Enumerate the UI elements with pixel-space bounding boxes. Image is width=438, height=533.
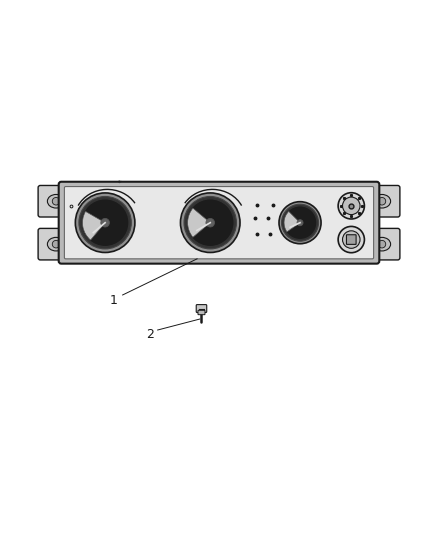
Circle shape — [343, 197, 360, 215]
Circle shape — [297, 220, 303, 226]
FancyBboxPatch shape — [38, 185, 74, 217]
Circle shape — [338, 193, 364, 219]
Ellipse shape — [47, 195, 65, 208]
FancyBboxPatch shape — [59, 182, 379, 264]
Text: *: * — [118, 180, 122, 185]
Circle shape — [52, 240, 60, 248]
Circle shape — [101, 219, 110, 227]
FancyBboxPatch shape — [364, 185, 400, 217]
Ellipse shape — [373, 195, 391, 208]
Wedge shape — [187, 208, 210, 237]
Text: 2: 2 — [146, 328, 154, 341]
Wedge shape — [82, 212, 105, 240]
Text: 1: 1 — [110, 294, 118, 306]
Ellipse shape — [47, 237, 65, 251]
FancyBboxPatch shape — [198, 310, 205, 314]
Circle shape — [279, 201, 321, 244]
Circle shape — [184, 197, 237, 249]
Circle shape — [283, 206, 317, 239]
Circle shape — [180, 193, 240, 253]
Circle shape — [81, 199, 129, 247]
Circle shape — [378, 197, 386, 205]
Circle shape — [52, 197, 60, 205]
Circle shape — [75, 193, 135, 253]
FancyBboxPatch shape — [64, 187, 374, 259]
Ellipse shape — [373, 237, 391, 251]
FancyBboxPatch shape — [364, 229, 400, 260]
FancyBboxPatch shape — [38, 229, 74, 260]
Wedge shape — [284, 212, 300, 232]
Circle shape — [79, 197, 131, 249]
Circle shape — [206, 219, 215, 227]
FancyBboxPatch shape — [346, 235, 356, 245]
Circle shape — [187, 199, 234, 247]
Circle shape — [378, 240, 386, 248]
Circle shape — [338, 227, 364, 253]
FancyBboxPatch shape — [196, 304, 207, 312]
Circle shape — [343, 231, 360, 248]
Circle shape — [282, 204, 318, 241]
